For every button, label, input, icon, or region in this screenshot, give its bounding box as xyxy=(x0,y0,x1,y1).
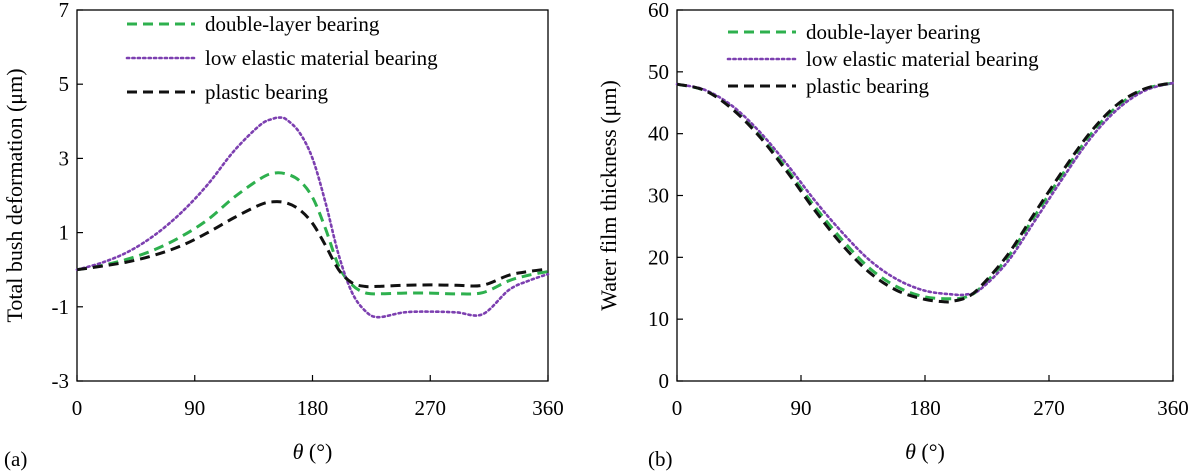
panel-b-ytick-label: 20 xyxy=(648,245,669,269)
panel-a-ytick-label: -3 xyxy=(52,369,70,393)
panel-b-xtick-label: 270 xyxy=(1033,396,1065,420)
panel-b-ytick-label: 40 xyxy=(648,122,669,146)
panel-a-xtick-label: 270 xyxy=(415,396,447,420)
panel-b-x-axis-unit: (°) xyxy=(916,439,945,464)
panel-b-xtick-label: 90 xyxy=(791,396,812,420)
panel-b-legend-label-low-elastic-material-bearing: low elastic material bearing xyxy=(806,47,1039,71)
panel-a-ytick-label: 3 xyxy=(59,146,70,170)
panel-b-series-double-layer-bearing-line xyxy=(676,81,1174,301)
panel-b-x-axis-symbol: θ xyxy=(905,439,916,464)
panel-b-series-plastic-bearing-line xyxy=(676,81,1174,304)
panel-a-chart: -3 -1 1 3 5 7 0 90 180 270 360 θ (°) Total bush defo… xyxy=(2,0,564,471)
panel-a-series-plastic-bearing-line xyxy=(76,200,549,289)
panel-a-y-axis-label: Total bush deformation (μm) xyxy=(2,68,27,322)
panel-b-chart: 0 10 20 30 40 50 60 0 90 180 270 360 θ (°) Water film… xyxy=(596,0,1189,471)
panel-b-xtick-label: 0 xyxy=(672,396,683,420)
panel-a-xtick-label: 180 xyxy=(297,396,329,420)
panel-a-legend-label-double-layer-bearing: double-layer bearing xyxy=(205,12,380,36)
panel-b-x-axis-label: θ (°) xyxy=(905,439,945,464)
panel-b-legend-label-double-layer-bearing: double-layer bearing xyxy=(806,20,981,44)
panel-b-ytick-label: 50 xyxy=(648,60,669,84)
panel-a-xtick-label: 360 xyxy=(532,396,564,420)
panel-b-series-low-elastic-material-bearing-line xyxy=(675,81,1175,297)
panel-b-ytick-label: 60 xyxy=(648,0,669,22)
panel-a-ytick-label: 1 xyxy=(59,221,70,245)
panel-b-xtick-label: 180 xyxy=(909,396,941,420)
panel-a-ytick-label: -1 xyxy=(52,295,70,319)
panel-a-legend-label-low-elastic-material-bearing: low elastic material bearing xyxy=(205,46,438,70)
panel-a-label: (a) xyxy=(4,447,27,471)
panel-b-y-axis-label: Water film thickness (μm) xyxy=(596,80,621,311)
panel-a-x-axis-symbol: θ xyxy=(293,439,304,464)
panel-b-legend-label-plastic-bearing: plastic bearing xyxy=(806,74,930,98)
panel-a-x-axis-unit: (°) xyxy=(303,439,332,464)
panel-b-ytick-label: 30 xyxy=(648,184,669,208)
panel-a-ytick-label: 5 xyxy=(59,72,70,96)
panel-b-ytick-label: 0 xyxy=(659,369,670,393)
panel-a-xtick-label: 0 xyxy=(72,396,83,420)
panel-a-series-low-elastic-material-bearing-line xyxy=(75,116,550,319)
panel-a-series-double-layer-bearing-line xyxy=(76,171,549,296)
panel-a-legend-label-plastic-bearing: plastic bearing xyxy=(205,80,329,104)
panel-a-x-axis-label: θ (°) xyxy=(293,439,333,464)
panel-b-xtick-label: 360 xyxy=(1157,396,1189,420)
panel-b-ytick-label: 10 xyxy=(648,307,669,331)
panel-a-ytick-label: 7 xyxy=(59,0,70,22)
panel-b-label: (b) xyxy=(648,447,673,471)
panel-a-xtick-label: 90 xyxy=(184,396,205,420)
